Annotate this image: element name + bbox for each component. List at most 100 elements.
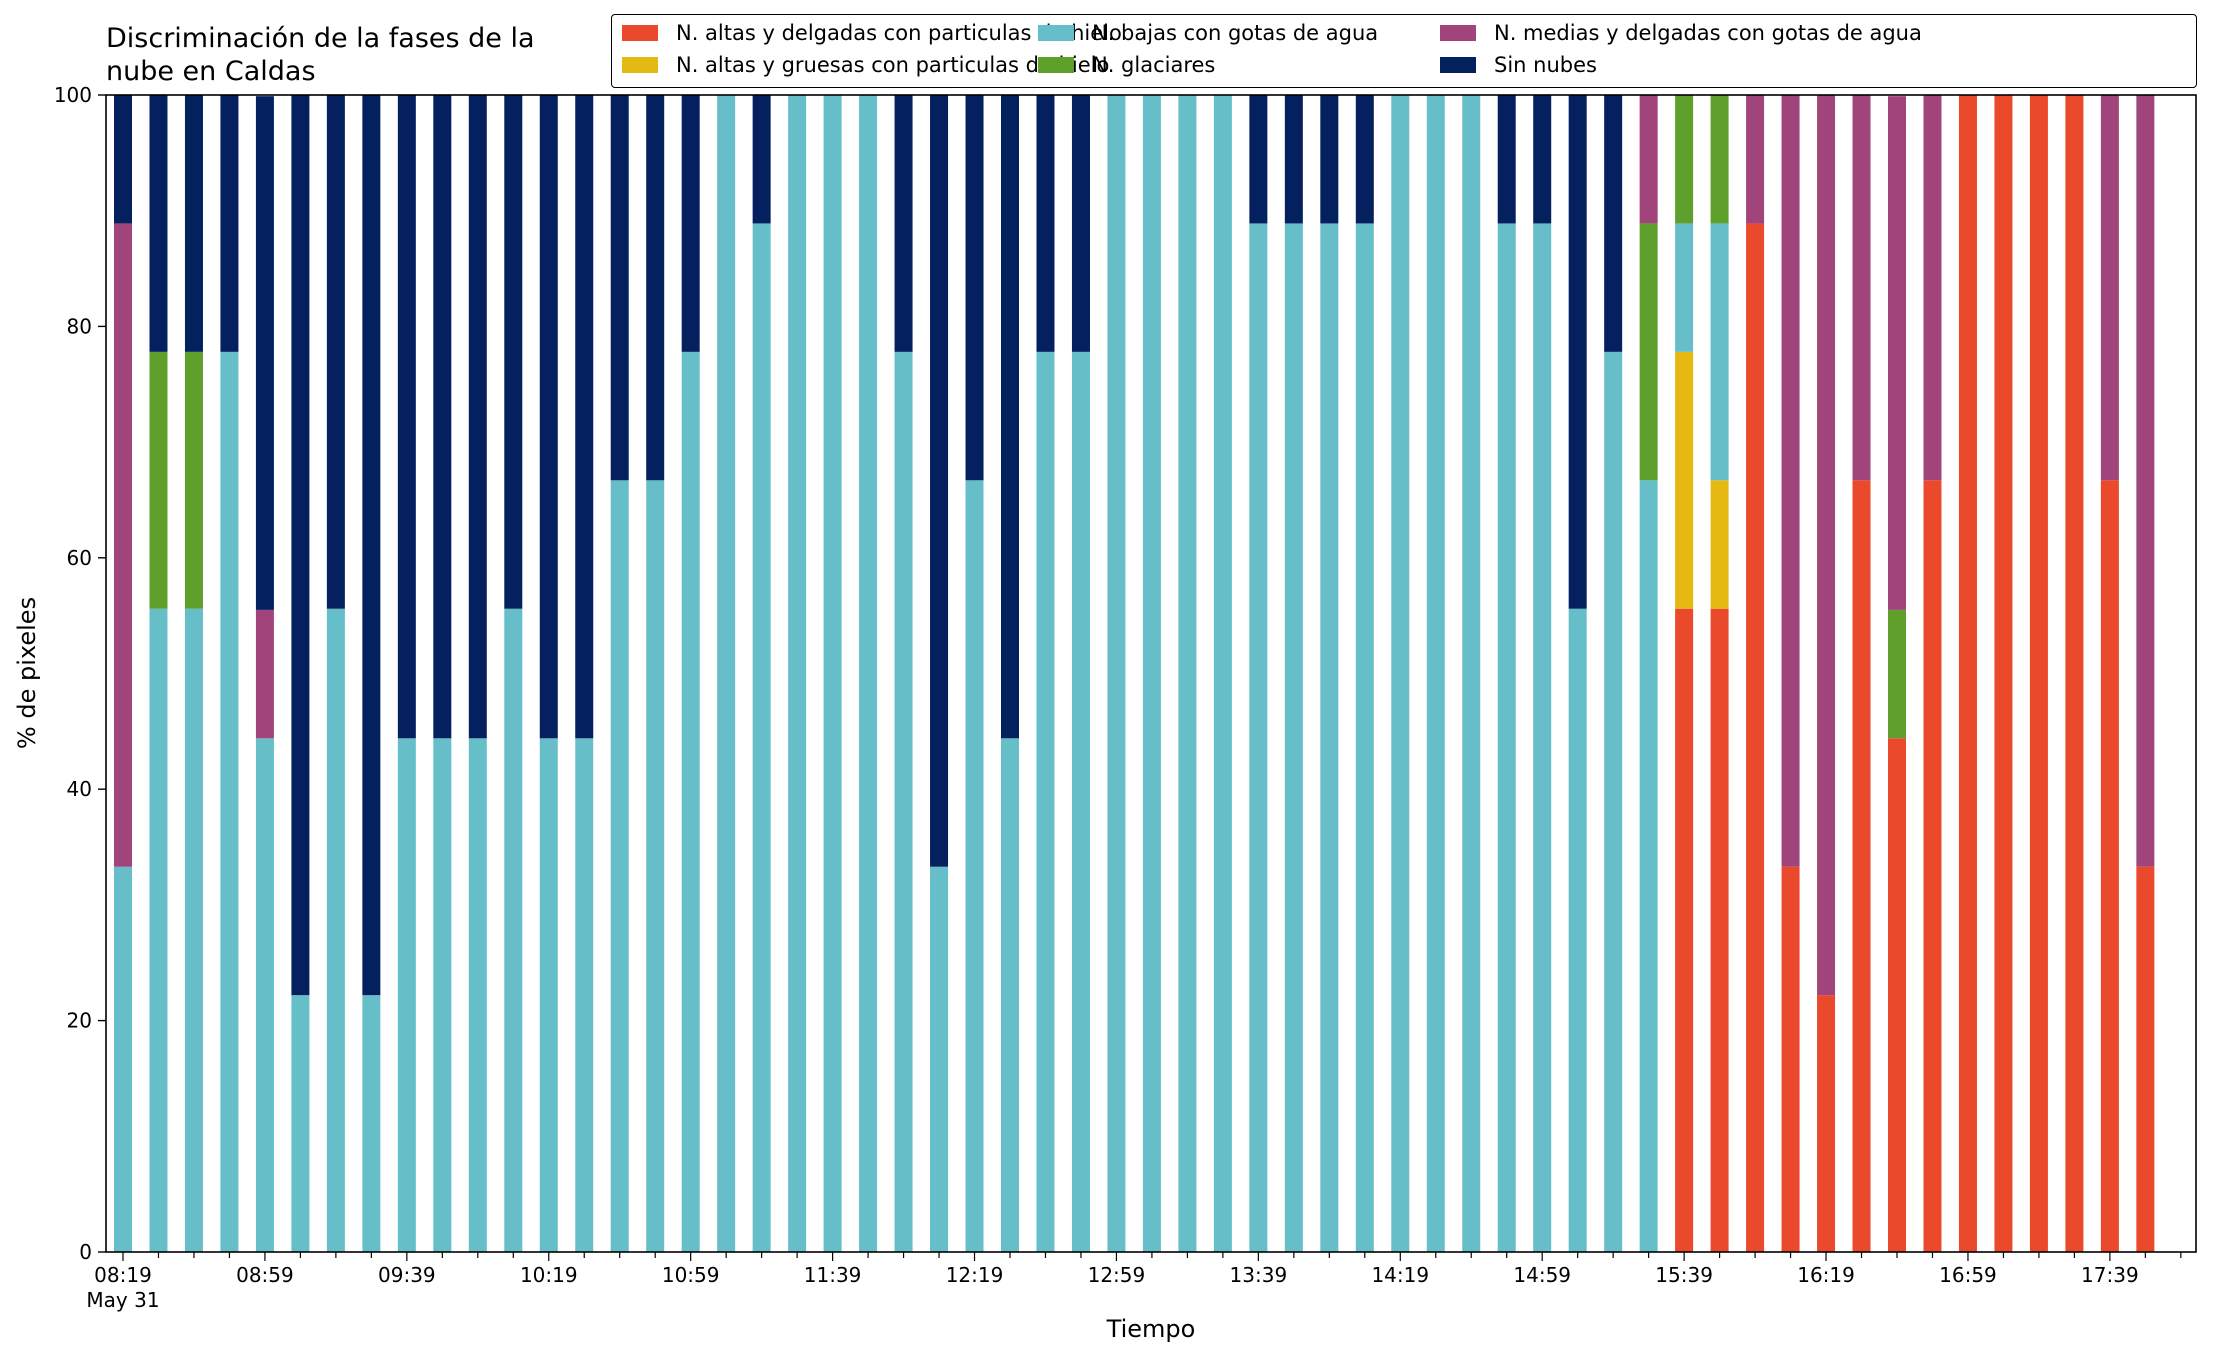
x-tick-label: 09:39 (378, 1263, 436, 1287)
bar-segment-3-series-5 (220, 95, 239, 352)
bar-segment-39-series-5 (1497, 95, 1516, 224)
bar-segment-49-series-4 (1852, 95, 1871, 481)
bar-segment-46-series-4 (1746, 95, 1765, 224)
legend-swatch (1038, 25, 1074, 41)
bar-segment-18-series-5 (752, 95, 771, 224)
bar-segment-45-series-0 (1710, 608, 1729, 1252)
x-tick-label: 11:39 (804, 1263, 862, 1287)
bar-segment-13-series-2 (575, 738, 594, 1252)
bar-segment-27-series-2 (1071, 351, 1090, 1253)
legend-label: N. bajas con gotas de agua (1092, 21, 1379, 45)
legend-item: N. medias y delgadas con gotas de agua (1440, 21, 1922, 45)
bar-segment-18-series-2 (752, 223, 771, 1253)
bar-segment-50-series-0 (1888, 738, 1906, 1252)
legend-item: N. bajas con gotas de agua (1038, 21, 1378, 45)
bar-segment-45-series-3 (1710, 95, 1729, 224)
y-tick-label: 0 (79, 1240, 92, 1264)
bar-segment-15-series-5 (646, 95, 665, 481)
bar-segment-25-series-2 (1001, 738, 1019, 1252)
x-tick-label: 10:59 (662, 1263, 720, 1287)
bar-segment-43-series-3 (1639, 223, 1658, 481)
bar-segment-4-series-4 (255, 609, 274, 739)
x-tick-label: 16:19 (1797, 1263, 1855, 1287)
bar-segment-4-series-2 (255, 738, 274, 1252)
bar-segment-40-series-5 (1533, 95, 1552, 224)
y-tick-label: 80 (67, 314, 92, 338)
legend-label: N. altas y gruesas con particulas de hie… (676, 53, 1110, 77)
bar-segment-28-series-2 (1107, 95, 1126, 1252)
bar-segment-46-series-0 (1746, 223, 1765, 1253)
x-tick-date-label: May 31 (86, 1288, 159, 1312)
bar-segment-26-series-2 (1036, 351, 1055, 1253)
bar-segment-0-series-5 (114, 95, 132, 224)
bar-segment-5-series-2 (291, 995, 310, 1252)
legend-swatch (1038, 57, 1074, 73)
x-tick-label: 14:59 (1513, 1263, 1571, 1287)
bar-segment-10-series-2 (468, 738, 487, 1252)
bar-segment-55-series-0 (2065, 95, 2084, 1252)
x-tick-label: 08:19 (94, 1263, 152, 1287)
legend-swatch (1440, 25, 1476, 41)
bar-segment-14-series-2 (610, 480, 629, 1252)
bar-segment-44-series-3 (1675, 95, 1694, 224)
chart-title: Discriminación de la fases de la nube en… (106, 23, 535, 87)
legend-label: N. medias y delgadas con gotas de agua (1494, 21, 1922, 45)
legend-label: N. glaciares (1092, 53, 1216, 77)
bar-segment-7-series-2 (362, 995, 381, 1252)
bar-segment-0-series-4 (114, 223, 132, 867)
y-tick-label: 40 (67, 777, 92, 801)
legend-label: Sin nubes (1494, 53, 1597, 77)
bar-segment-2-series-2 (184, 608, 203, 1252)
bar-segment-31-series-2 (1213, 95, 1232, 1252)
x-axis-label: Tiempo (1106, 1315, 1196, 1343)
bar-segment-2-series-5 (184, 95, 203, 352)
legend-swatch (1440, 57, 1476, 73)
bar-segment-44-series-1 (1675, 351, 1694, 609)
bar-segment-34-series-5 (1320, 95, 1339, 224)
bar-segment-34-series-2 (1320, 223, 1339, 1253)
y-tick-label: 100 (54, 83, 92, 107)
x-tick-label: 17:39 (2081, 1263, 2139, 1287)
bar-segment-32-series-2 (1249, 223, 1268, 1253)
bar-segment-38-series-2 (1462, 95, 1481, 1252)
bar-segment-1-series-2 (149, 608, 168, 1252)
legend-swatch (622, 25, 658, 41)
y-axis-label: % de pixeles (13, 597, 41, 749)
y-tick-label: 20 (67, 1009, 92, 1033)
bar-segment-0-series-2 (114, 866, 132, 1252)
bar-segment-22-series-2 (894, 351, 913, 1253)
bar-segment-10-series-5 (468, 95, 487, 739)
bar-segment-35-series-2 (1355, 223, 1374, 1253)
bar-segment-21-series-2 (859, 95, 878, 1252)
bar-segment-11-series-2 (504, 608, 523, 1252)
bar-segment-43-series-4 (1639, 95, 1658, 224)
bar-segment-22-series-5 (894, 95, 913, 352)
bar-segment-15-series-2 (646, 480, 665, 1252)
bar-segment-52-series-0 (1958, 95, 1977, 1252)
bar-segment-37-series-2 (1426, 95, 1445, 1252)
bar-segment-8-series-5 (397, 95, 416, 739)
bar-segment-43-series-2 (1639, 480, 1658, 1252)
bar-segment-54-series-0 (2029, 95, 2048, 1252)
bar-segment-33-series-5 (1284, 95, 1303, 224)
bar-segment-12-series-5 (539, 95, 558, 739)
bar-segment-23-series-2 (930, 866, 949, 1252)
bar-segment-5-series-5 (291, 95, 310, 996)
bar-segment-14-series-5 (610, 95, 629, 481)
bar-segment-53-series-0 (1994, 95, 2013, 1252)
bar-segment-26-series-5 (1036, 95, 1055, 352)
x-tick-label: 12:59 (1088, 1263, 1146, 1287)
bar-segment-17-series-2 (717, 95, 736, 1252)
x-tick-label: 12:19 (946, 1263, 1004, 1287)
bar-segment-23-series-5 (930, 95, 949, 867)
bar-segment-1-series-5 (149, 95, 168, 352)
bar-segment-6-series-2 (326, 608, 345, 1252)
bar-segment-9-series-2 (433, 738, 452, 1252)
bar-segment-47-series-0 (1781, 866, 1800, 1252)
bar-segment-3-series-2 (220, 351, 239, 1253)
bar-segment-36-series-2 (1391, 95, 1410, 1252)
bar-segment-50-series-3 (1888, 609, 1906, 739)
bar-segment-57-series-0 (2136, 866, 2155, 1252)
bar-segment-13-series-5 (575, 95, 594, 739)
